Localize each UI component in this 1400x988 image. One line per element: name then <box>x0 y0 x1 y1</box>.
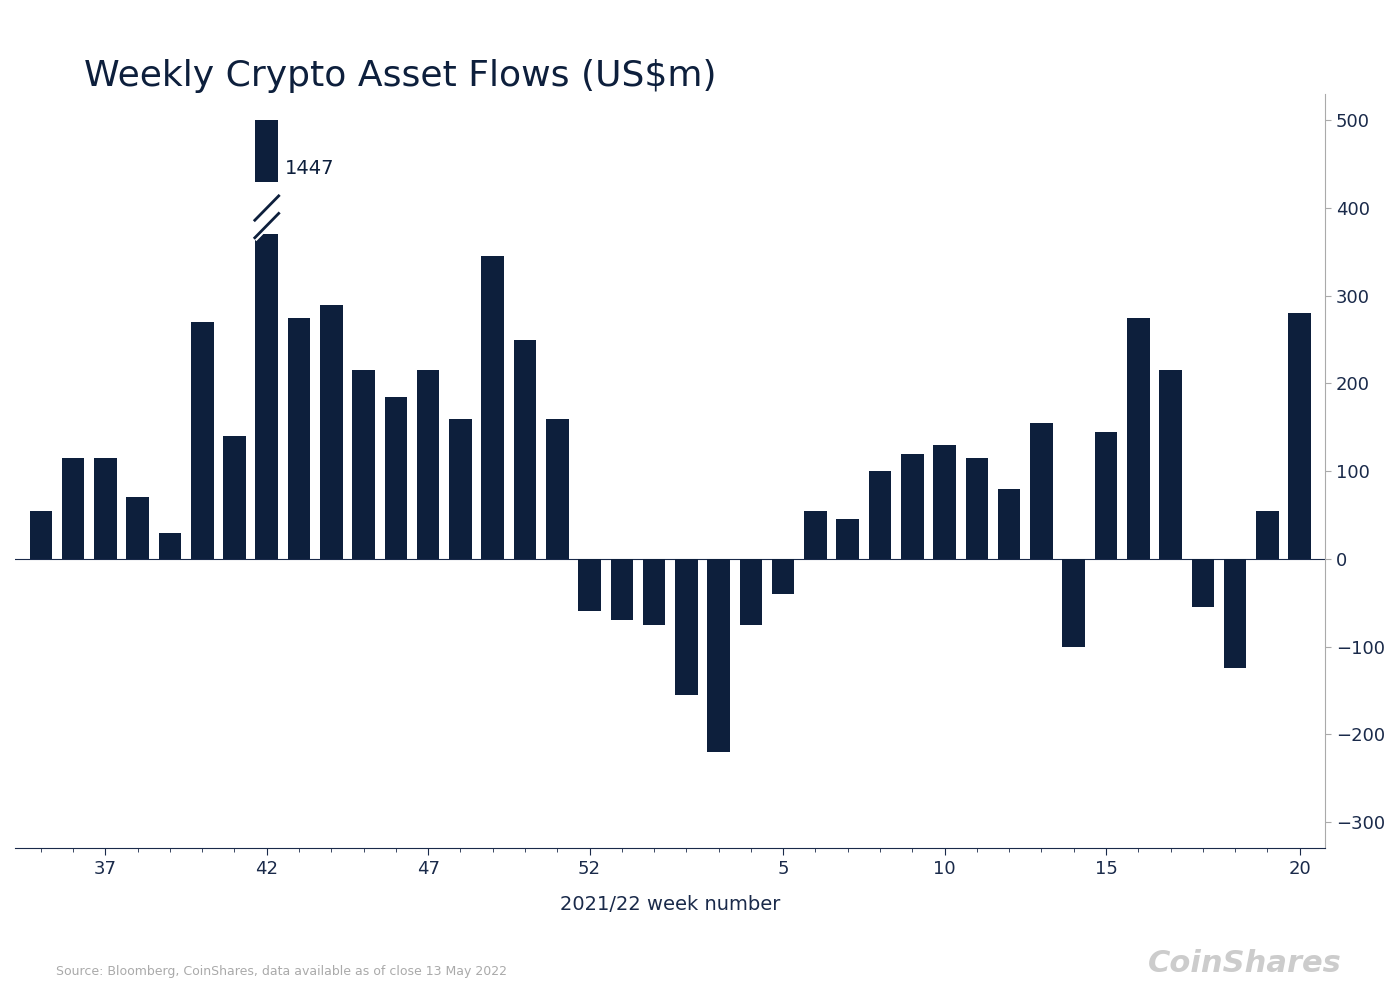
Bar <box>288 318 311 559</box>
Text: 1447: 1447 <box>284 159 335 178</box>
Bar <box>321 304 343 559</box>
Bar <box>94 458 116 559</box>
Bar <box>902 453 924 559</box>
Text: Source: Bloomberg, CoinShares, data available as of close 13 May 2022: Source: Bloomberg, CoinShares, data avai… <box>56 965 507 978</box>
Bar <box>255 121 279 559</box>
Bar <box>62 458 84 559</box>
Bar <box>417 370 440 559</box>
Bar <box>610 559 633 620</box>
Bar <box>514 340 536 559</box>
Bar <box>739 559 762 624</box>
Bar <box>482 256 504 559</box>
Bar <box>804 511 827 559</box>
Bar <box>449 419 472 559</box>
Bar <box>643 559 665 624</box>
Bar <box>255 182 279 234</box>
Text: Weekly Crypto Asset Flows (US$m): Weekly Crypto Asset Flows (US$m) <box>84 59 717 93</box>
Bar <box>998 489 1021 559</box>
Bar <box>385 396 407 559</box>
Text: CoinShares: CoinShares <box>1148 949 1341 978</box>
Bar <box>353 370 375 559</box>
Bar <box>1256 511 1278 559</box>
Bar <box>578 559 601 612</box>
Bar <box>190 322 214 559</box>
Bar <box>29 511 52 559</box>
Bar <box>1063 559 1085 646</box>
Bar <box>675 559 697 695</box>
Bar <box>869 471 892 559</box>
Bar <box>126 497 148 559</box>
Bar <box>836 520 860 559</box>
Bar <box>158 533 181 559</box>
Bar <box>1191 559 1214 607</box>
Bar <box>1288 313 1310 559</box>
Bar <box>546 419 568 559</box>
Bar <box>966 458 988 559</box>
Bar <box>223 436 246 559</box>
Bar <box>1030 423 1053 559</box>
Bar <box>1127 318 1149 559</box>
Bar <box>1095 432 1117 559</box>
Bar <box>1159 370 1182 559</box>
Bar <box>707 559 729 752</box>
Bar <box>771 559 794 594</box>
X-axis label: 2021/22 week number: 2021/22 week number <box>560 895 780 914</box>
Bar <box>1224 559 1246 669</box>
Bar <box>934 445 956 559</box>
